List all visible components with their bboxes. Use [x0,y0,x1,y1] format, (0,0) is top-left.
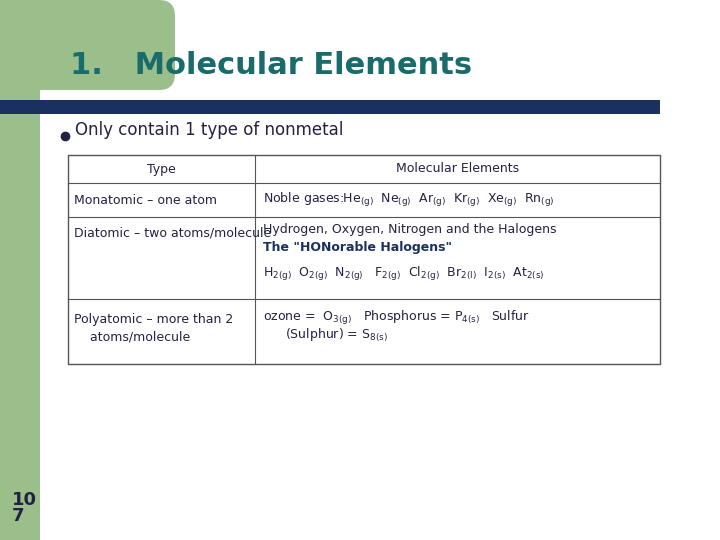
Text: 1.   Molecular Elements: 1. Molecular Elements [70,51,472,80]
Text: Only contain 1 type of nonmetal: Only contain 1 type of nonmetal [75,121,343,139]
Text: Monatomic – one atom: Monatomic – one atom [74,193,217,206]
Text: The "HONorable Halogens": The "HONorable Halogens" [263,241,452,254]
Text: Polyatomic – more than 2
    atoms/molecule: Polyatomic – more than 2 atoms/molecule [74,313,233,344]
Text: (Sulphur) = S$_{\rm 8(s)}$: (Sulphur) = S$_{\rm 8(s)}$ [285,327,388,344]
Text: Noble gases:He$_{\rm (g)}$  Ne$_{\rm (g)}$  Ar$_{\rm (g)}$  Kr$_{\rm (g)}$  Xe$_: Noble gases:He$_{\rm (g)}$ Ne$_{\rm (g)}… [263,191,554,209]
Bar [68,155,660,364]
Text: Hydrogen, Oxygen, Nitrogen and the Halogens: Hydrogen, Oxygen, Nitrogen and the Halog… [263,223,557,236]
Text: Diatomic – two atoms/molecule: Diatomic – two atoms/molecule [74,226,271,239]
Bar [0,100,660,114]
Text: ozone =  O$_{\rm 3(g)}$   Phosphorus = P$_{\rm 4(s)}$   Sulfur: ozone = O$_{\rm 3(g)}$ Phosphorus = P$_{… [263,309,530,327]
Text: Molecular Elements: Molecular Elements [396,163,519,176]
FancyBboxPatch shape [0,0,175,90]
Text: Type: Type [147,163,176,176]
Text: 10
7: 10 7 [12,491,37,525]
Bar [0,0,40,540]
Text: H$_{\rm 2(g)}$  O$_{\rm 2(g)}$  N$_{\rm 2(g)}$   F$_{\rm 2(g)}$  Cl$_{\rm 2(g)}$: H$_{\rm 2(g)}$ O$_{\rm 2(g)}$ N$_{\rm 2(… [263,265,544,283]
